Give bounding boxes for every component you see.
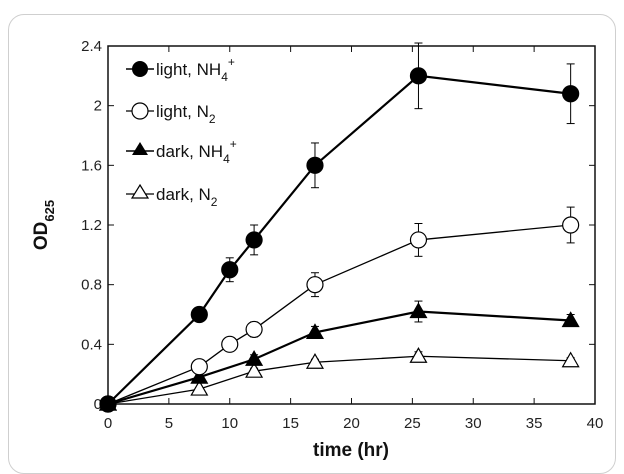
legend-marker-1 <box>131 102 149 120</box>
x-tick-label: 15 <box>282 415 299 432</box>
legend-label-0-sub: 4 <box>221 70 228 84</box>
legend-label-1: light, N2 <box>156 102 216 126</box>
legend-marker-3 <box>130 183 150 199</box>
data-point <box>221 335 239 353</box>
x-tick-label: 25 <box>404 415 421 432</box>
data-point <box>190 379 209 396</box>
data-point <box>409 302 428 319</box>
data-point <box>190 305 208 324</box>
y-axis-title-main: OD <box>31 222 52 251</box>
data-point <box>305 323 325 339</box>
data-point <box>562 85 580 103</box>
data-point <box>245 320 263 339</box>
legend-label-2-main: dark, NH <box>156 142 223 161</box>
legend-label-3-main: dark, N <box>156 185 211 204</box>
y-tick-label: 1.2 <box>81 217 102 234</box>
series-3 <box>98 347 580 411</box>
data-point <box>305 353 325 369</box>
legend-entry-3: dark, N2 <box>126 183 218 209</box>
x-tick-label: 10 <box>221 415 238 432</box>
x-tick-label: 5 <box>165 415 173 432</box>
y-tick-label: 0.8 <box>81 277 102 294</box>
y-tick-label: 2.4 <box>81 38 102 55</box>
legend: light, NH4+ light, N2 dark, NH4+ dark, N… <box>126 55 237 209</box>
legend-label-2-sup: + <box>230 137 237 151</box>
x-tick-label: 0 <box>104 415 112 432</box>
legend-label-0-sup: + <box>228 55 235 69</box>
data-point <box>409 67 428 85</box>
data-point <box>245 350 264 366</box>
y-axis-title: OD625 <box>31 200 57 250</box>
data-point <box>409 231 428 249</box>
series-0 <box>99 42 580 413</box>
data-point <box>562 216 580 234</box>
legend-label-1-sub: 2 <box>209 112 216 126</box>
legend-entry-1: light, N2 <box>126 102 216 126</box>
data-point <box>561 351 580 368</box>
data-point <box>409 347 428 363</box>
series-line <box>107 74 571 405</box>
x-tick-label: 40 <box>587 415 604 432</box>
data-point <box>245 231 263 249</box>
series-line <box>107 355 571 405</box>
data-point <box>561 311 580 328</box>
data-point <box>245 361 264 378</box>
legend-label-2: dark, NH4+ <box>156 137 237 166</box>
y-axis-title-sub: 625 <box>42 200 57 222</box>
data-point <box>190 358 208 376</box>
legend-label-2-sub: 4 <box>223 152 230 166</box>
data-point <box>306 276 324 294</box>
x-tick-label: 30 <box>465 415 482 432</box>
plot-area <box>107 45 596 405</box>
od625-growth-chart: 0 5 10 15 20 25 30 35 40 0 0.4 0.8 1.2 1.6 2 2.4 time (… <box>31 38 604 461</box>
legend-label-0: light, NH4+ <box>156 55 235 84</box>
x-axis-title: time (hr) <box>313 440 389 461</box>
data-point <box>190 367 209 384</box>
legend-entry-0: light, NH4+ <box>126 55 235 84</box>
legend-entry-2: dark, NH4+ <box>126 137 237 166</box>
legend-label-3: dark, N2 <box>156 185 218 209</box>
legend-marker-0 <box>132 61 148 77</box>
y-tick-label: 0.4 <box>81 336 102 353</box>
data-point <box>306 156 324 174</box>
y-tick-label: 0 <box>94 396 102 413</box>
y-tick-label: 1.6 <box>81 157 102 174</box>
series-1 <box>99 206 580 413</box>
legend-label-3-sub: 2 <box>211 195 218 209</box>
legend-label-0-main: light, NH <box>156 60 221 79</box>
series-line <box>107 224 571 405</box>
y-tick-label: 2 <box>94 98 102 115</box>
data-point <box>221 261 239 279</box>
legend-marker-2 <box>132 142 148 155</box>
legend-label-1-main: light, N <box>156 102 209 121</box>
series-line <box>107 310 571 406</box>
x-tick-label: 35 <box>526 415 543 432</box>
x-tick-label: 20 <box>343 415 360 432</box>
data-point <box>99 395 117 413</box>
